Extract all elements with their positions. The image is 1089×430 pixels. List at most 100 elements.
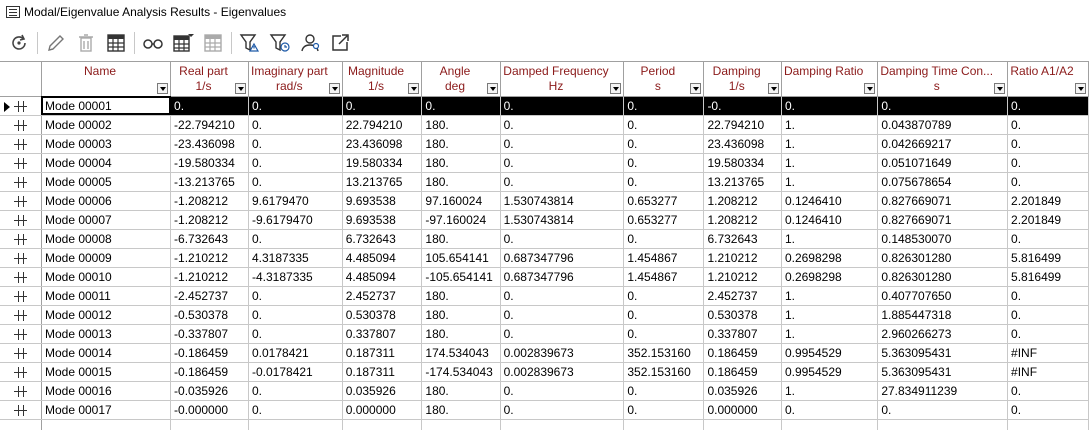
mode-name-cell[interactable]: Mode 00017 xyxy=(41,400,172,420)
table-options-button[interactable] xyxy=(168,29,198,57)
row-header[interactable] xyxy=(0,210,42,230)
value-cell[interactable]: 0. xyxy=(1007,305,1089,325)
row-header[interactable] xyxy=(0,267,42,287)
table-row[interactable]: Mode 00016 -0.035926 0. 0.035926 180. 0. 0. 0.0… xyxy=(0,381,1089,401)
column-header[interactable]: Damped Frequency Hz xyxy=(500,62,625,97)
value-cell[interactable]: 180. xyxy=(421,324,501,344)
value-cell[interactable]: -174.534043 xyxy=(421,362,501,382)
value-cell[interactable]: 180. xyxy=(421,172,501,192)
value-cell[interactable]: 0. xyxy=(1007,153,1089,173)
column-header[interactable]: Magnitude 1/s xyxy=(342,62,423,97)
value-cell[interactable]: 0. xyxy=(1007,229,1089,249)
value-cell[interactable]: 22.794210 xyxy=(342,115,423,135)
mode-name-cell[interactable]: Mode 00009 xyxy=(41,248,172,268)
value-cell[interactable]: #INF xyxy=(1007,362,1089,382)
value-cell[interactable]: 0. xyxy=(500,115,625,135)
value-cell[interactable]: 0.187311 xyxy=(342,362,423,382)
table-row[interactable]: Mode 00001 0. 0. 0. 0. 0. 0. -0. 0. 0. 0. xyxy=(0,96,1089,116)
value-cell[interactable]: 0. xyxy=(500,305,625,325)
value-cell[interactable]: 1.454867 xyxy=(623,248,705,268)
value-cell[interactable]: 1.210212 xyxy=(703,267,782,287)
filter-clock-button[interactable] xyxy=(265,29,295,57)
column-header[interactable]: Real part 1/s xyxy=(170,62,249,97)
value-cell[interactable]: 0.186459 xyxy=(703,343,782,363)
column-dropdown-icon[interactable] xyxy=(235,82,246,94)
column-header[interactable]: Damping 1/s xyxy=(703,62,782,97)
value-cell[interactable]: 0.000000 xyxy=(342,400,423,420)
value-cell[interactable]: -0.186459 xyxy=(170,362,249,382)
column-dropdown-icon[interactable] xyxy=(690,82,702,94)
value-cell[interactable]: 1. xyxy=(781,172,879,192)
mode-name-cell[interactable]: Mode 00008 xyxy=(41,229,172,249)
value-cell[interactable]: 0. xyxy=(500,134,625,154)
value-cell[interactable]: 0. xyxy=(248,400,343,420)
view-button[interactable] xyxy=(138,29,168,57)
value-cell[interactable]: 180. xyxy=(421,305,501,325)
table-row[interactable]: Mode 00014 -0.186459 0.0178421 0.187311 174.… xyxy=(0,343,1089,363)
value-cell[interactable]: 1.530743814 xyxy=(500,210,625,230)
value-cell[interactable]: -0.186459 xyxy=(170,343,249,363)
value-cell[interactable]: -13.213765 xyxy=(170,172,249,192)
value-cell[interactable]: 0. xyxy=(248,96,343,116)
value-cell[interactable]: 0.002839673 xyxy=(500,362,625,382)
column-header[interactable]: Angle deg xyxy=(421,62,501,97)
value-cell[interactable]: 9.693538 xyxy=(342,191,423,211)
value-cell[interactable]: 13.213765 xyxy=(703,172,782,192)
value-cell[interactable]: 0. xyxy=(623,381,705,401)
value-cell[interactable]: 0.337807 xyxy=(342,324,423,344)
value-cell[interactable]: -105.654141 xyxy=(421,267,501,287)
value-cell[interactable]: 0. xyxy=(1007,324,1089,344)
value-cell[interactable]: 0. xyxy=(248,286,343,306)
value-cell[interactable]: 180. xyxy=(421,229,501,249)
export-button[interactable] xyxy=(325,29,355,57)
value-cell[interactable]: 0. xyxy=(623,153,705,173)
value-cell[interactable]: 1. xyxy=(781,153,879,173)
value-cell[interactable]: -1.210212 xyxy=(170,267,249,287)
mode-name-cell[interactable]: Mode 00010 xyxy=(41,267,172,287)
value-cell[interactable]: -1.208212 xyxy=(170,191,249,211)
value-cell[interactable]: 1.454867 xyxy=(623,267,705,287)
value-cell[interactable]: 5.363095431 xyxy=(877,343,1009,363)
value-cell[interactable]: 0. xyxy=(781,400,879,420)
value-cell[interactable]: 0. xyxy=(1007,96,1089,116)
value-cell[interactable]: 0. xyxy=(500,172,625,192)
row-header[interactable] xyxy=(0,153,42,173)
value-cell[interactable]: 1. xyxy=(781,134,879,154)
mode-name-cell[interactable]: Mode 00016 xyxy=(41,381,172,401)
mode-name-cell[interactable]: Mode 00001 xyxy=(41,96,172,116)
value-cell[interactable]: 0.826301280 xyxy=(877,267,1009,287)
delete-button[interactable] xyxy=(71,29,101,57)
column-dropdown-icon[interactable] xyxy=(328,82,340,94)
value-cell[interactable]: 23.436098 xyxy=(703,134,782,154)
row-header[interactable] xyxy=(0,134,42,154)
row-header[interactable] xyxy=(0,286,42,306)
value-cell[interactable]: 1. xyxy=(781,305,879,325)
table-button[interactable] xyxy=(101,29,131,57)
row-header[interactable] xyxy=(0,248,42,268)
value-cell[interactable]: 0.653277 xyxy=(623,191,705,211)
value-cell[interactable]: 1.210212 xyxy=(703,248,782,268)
value-cell[interactable]: 0. xyxy=(248,305,343,325)
value-cell[interactable]: -4.3187335 xyxy=(248,267,343,287)
value-cell[interactable]: 0. xyxy=(1007,134,1089,154)
value-cell[interactable]: 0. xyxy=(1007,381,1089,401)
value-cell[interactable]: 0. xyxy=(421,96,501,116)
mode-name-cell[interactable]: Mode 00002 xyxy=(41,115,172,135)
value-cell[interactable]: -97.160024 xyxy=(421,210,501,230)
mode-name-cell[interactable]: Mode 00015 xyxy=(41,362,172,382)
value-cell[interactable]: 0. xyxy=(623,229,705,249)
value-cell[interactable]: #INF xyxy=(1007,343,1089,363)
value-cell[interactable]: 0. xyxy=(1007,286,1089,306)
value-cell[interactable]: -1.210212 xyxy=(170,248,249,268)
value-cell[interactable]: 180. xyxy=(421,153,501,173)
value-cell[interactable]: 0.1246410 xyxy=(781,210,879,230)
value-cell[interactable]: 0. xyxy=(500,96,625,116)
value-cell[interactable]: 97.160024 xyxy=(421,191,501,211)
value-cell[interactable]: 4.485094 xyxy=(342,248,423,268)
value-cell[interactable]: 0. xyxy=(500,153,625,173)
value-cell[interactable]: 0.051071649 xyxy=(877,153,1009,173)
value-cell[interactable]: 5.816499 xyxy=(1007,248,1089,268)
value-cell[interactable]: 0.687347796 xyxy=(500,248,625,268)
value-cell[interactable]: -6.732643 xyxy=(170,229,249,249)
column-header[interactable]: Ratio A1/A2 xyxy=(1007,62,1089,97)
